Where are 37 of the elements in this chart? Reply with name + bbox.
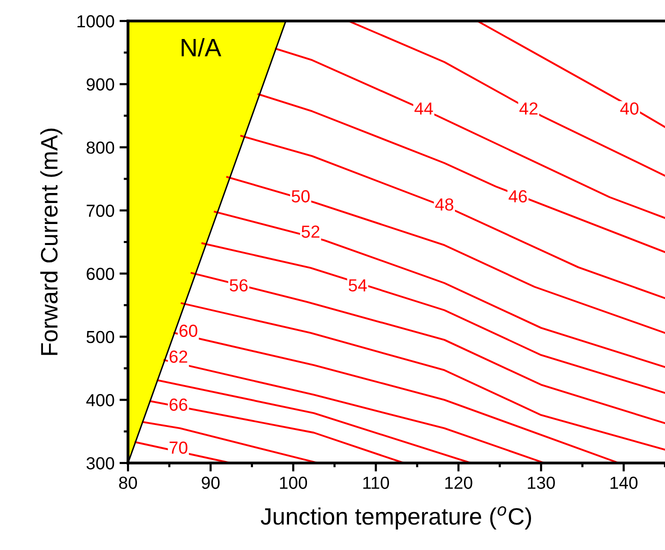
annotation: 60 xyxy=(180,324,198,337)
line-series xyxy=(274,48,665,219)
line-series xyxy=(226,176,665,334)
x-tick-label: 110 xyxy=(363,476,390,489)
line-series xyxy=(201,242,665,394)
annotation: 40 xyxy=(620,102,638,115)
y-tick-label: 1000 xyxy=(78,15,114,28)
annotation: 46 xyxy=(508,190,527,202)
y-tick-label: 600 xyxy=(86,268,114,280)
x-axis-title: Junction temperature ($^{o}$C) xyxy=(260,506,532,530)
x-tick-label: 80 xyxy=(119,476,137,489)
annotation: 42 xyxy=(519,102,538,115)
x-tick-label: 130 xyxy=(528,476,555,489)
annotation: 56 xyxy=(230,279,248,292)
x-tick-label: 140 xyxy=(610,476,638,489)
annotation: 52 xyxy=(302,226,320,238)
x-tick-label: 120 xyxy=(445,476,472,489)
annotation: 50 xyxy=(292,190,310,202)
annotation: 48 xyxy=(435,198,454,211)
annotation: N/A xyxy=(182,38,222,56)
annotation: 62 xyxy=(170,350,188,363)
line-series xyxy=(214,210,665,368)
y-tick-label: 400 xyxy=(86,394,114,406)
line-series xyxy=(348,21,665,177)
annotation: 66 xyxy=(170,398,188,411)
x-tick-label: 90 xyxy=(202,476,220,489)
y-tick-label: 300 xyxy=(86,457,114,470)
y-tick-label: 500 xyxy=(86,330,114,344)
annotation: 44 xyxy=(414,102,433,115)
annotation: 70 xyxy=(170,441,188,454)
x-tick-label: 100 xyxy=(280,476,308,489)
line-series xyxy=(258,93,665,254)
y-tick-label: 700 xyxy=(86,204,114,217)
y-axis-title: Forward Current (mA) xyxy=(40,128,62,355)
annotation: 54 xyxy=(348,279,367,292)
y-tick-label: 900 xyxy=(86,78,114,91)
y-tick-label: 800 xyxy=(86,141,114,154)
